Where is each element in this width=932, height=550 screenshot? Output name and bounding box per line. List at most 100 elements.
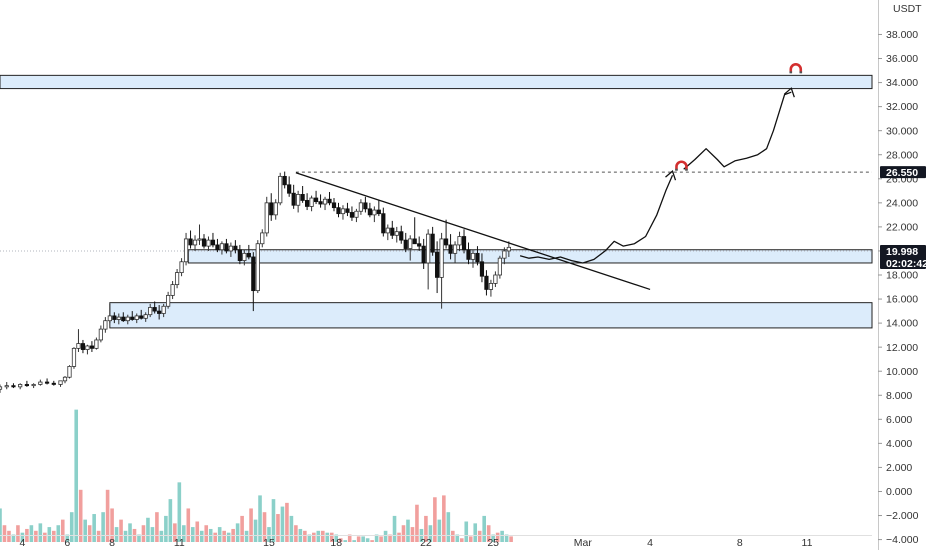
volume-bar bbox=[312, 532, 316, 542]
volume-bar bbox=[173, 523, 177, 542]
candle bbox=[291, 184, 296, 209]
candle bbox=[67, 365, 72, 379]
volume-bar bbox=[182, 525, 186, 542]
candle bbox=[282, 171, 287, 189]
volume-bar bbox=[383, 530, 388, 542]
candle bbox=[506, 241, 511, 257]
price-axis[interactable]: USDT 38.000 36.000 34.000 32.000 30.000 28.00… bbox=[878, 0, 922, 550]
time-tick-label: 11 bbox=[174, 537, 185, 549]
candle bbox=[278, 172, 283, 206]
volume-bar bbox=[294, 525, 298, 542]
candle bbox=[363, 196, 368, 213]
volume-bar bbox=[388, 534, 392, 542]
volume-bar bbox=[65, 534, 70, 542]
price-tick-label: 28.000 bbox=[886, 149, 918, 161]
volume-bar bbox=[128, 523, 132, 542]
volume-bar bbox=[226, 532, 231, 542]
volume-bar bbox=[87, 525, 92, 542]
price-tick-label: 38.000 bbox=[886, 29, 918, 41]
support-zone[interactable] bbox=[0, 74, 873, 90]
volume-bar bbox=[141, 525, 146, 542]
volume-bar bbox=[437, 519, 442, 542]
time-axis[interactable]: 4 6 8 11 15 18 22 25 Mar 4 8 11 bbox=[0, 535, 872, 550]
candle bbox=[51, 380, 56, 386]
projection-path[interactable] bbox=[519, 174, 674, 264]
candle bbox=[354, 208, 359, 223]
price-tick-label: 24.000 bbox=[886, 197, 918, 209]
volume-bar bbox=[240, 515, 244, 542]
candle bbox=[130, 311, 135, 321]
price-tick-label: 16.000 bbox=[886, 294, 918, 306]
volume-bar bbox=[262, 512, 267, 542]
candle bbox=[367, 202, 372, 218]
volume-bar bbox=[455, 534, 460, 542]
price-tick-label: 30.000 bbox=[886, 125, 918, 137]
candle bbox=[466, 242, 471, 265]
candle bbox=[76, 329, 81, 352]
price-tick-label: 32.000 bbox=[886, 101, 918, 113]
candle bbox=[85, 344, 90, 355]
candle bbox=[24, 380, 29, 387]
candle bbox=[71, 347, 77, 369]
volume-bar bbox=[307, 534, 312, 542]
candle bbox=[121, 312, 126, 322]
candle bbox=[309, 195, 314, 212]
volume-bar bbox=[334, 534, 339, 542]
volume-bar bbox=[415, 504, 419, 542]
candle bbox=[313, 190, 319, 205]
candle bbox=[502, 247, 507, 265]
time-tick-label: 4 bbox=[19, 537, 25, 549]
candle bbox=[228, 242, 233, 257]
volume-bar bbox=[2, 525, 7, 542]
candle bbox=[452, 241, 458, 263]
volume-bar bbox=[123, 530, 128, 542]
candle bbox=[251, 252, 256, 312]
volume-bar bbox=[105, 489, 110, 542]
candle bbox=[340, 205, 346, 220]
volume-bar bbox=[379, 536, 383, 542]
volume-bar bbox=[316, 530, 321, 542]
candle bbox=[435, 241, 440, 294]
support-zone[interactable] bbox=[187, 249, 873, 264]
descending-trendline[interactable] bbox=[295, 172, 651, 291]
candle bbox=[322, 196, 328, 211]
volume-bar bbox=[155, 512, 159, 542]
candle bbox=[457, 231, 462, 251]
time-tick-label: 18 bbox=[330, 537, 342, 549]
volume-bar bbox=[43, 532, 47, 542]
volume-bar bbox=[397, 532, 401, 542]
volume-bar bbox=[347, 534, 352, 542]
time-tick-label: 4 bbox=[647, 537, 653, 549]
candle bbox=[233, 240, 238, 254]
candle bbox=[479, 253, 485, 283]
volume-bar bbox=[92, 514, 96, 542]
projection-path[interactable] bbox=[683, 91, 792, 170]
time-tick-label: 11 bbox=[802, 537, 813, 549]
magnet-icon bbox=[789, 63, 803, 74]
price-tick-label: 34.000 bbox=[886, 77, 918, 89]
price-tick-label: 4.000 bbox=[886, 438, 912, 450]
volume-bar bbox=[114, 527, 119, 542]
candle bbox=[192, 235, 198, 251]
volume-bar bbox=[7, 530, 11, 542]
support-zone[interactable] bbox=[109, 302, 873, 329]
volume-bar bbox=[410, 527, 415, 542]
volume-bar bbox=[406, 519, 410, 542]
svg-text:26.550: 26.550 bbox=[886, 167, 918, 179]
volume-bar bbox=[468, 536, 473, 542]
volume-bar bbox=[159, 530, 164, 542]
candle bbox=[318, 194, 323, 208]
candle bbox=[188, 230, 193, 249]
volume-bar bbox=[47, 527, 52, 542]
volume-bar bbox=[392, 515, 397, 542]
volume-bar bbox=[34, 530, 38, 542]
volume-bar bbox=[51, 530, 56, 542]
candle bbox=[143, 312, 148, 322]
candle bbox=[4, 382, 9, 390]
volume-bar bbox=[96, 530, 101, 542]
candle bbox=[134, 313, 139, 324]
volume-bar bbox=[361, 536, 365, 542]
